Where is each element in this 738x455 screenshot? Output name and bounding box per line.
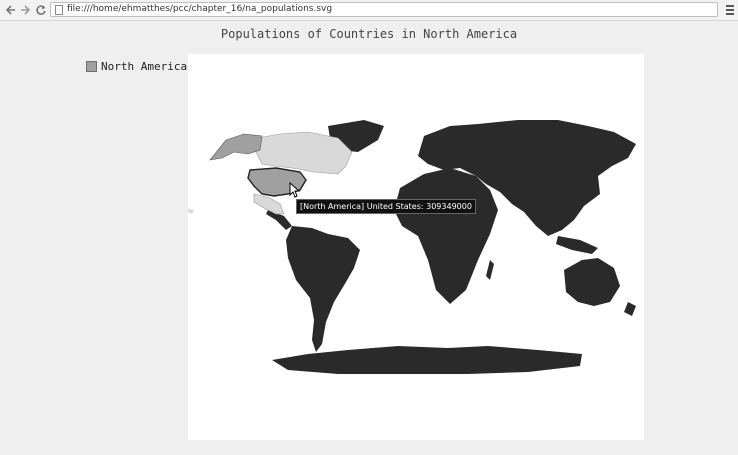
- map-mexico[interactable]: [253, 193, 285, 215]
- world-map: [188, 54, 644, 440]
- map-alaska[interactable]: [209, 133, 263, 161]
- map-new-zealand[interactable]: [624, 302, 636, 316]
- url-text: file:///home/ehmatthes/pcc/chapter_16/na…: [67, 4, 333, 14]
- world-map-svg: [188, 120, 636, 374]
- map-tooltip: [North America] United States: 309349000: [296, 199, 476, 214]
- arrow-right-icon: [21, 5, 31, 15]
- map-africa[interactable]: [394, 168, 498, 304]
- hamburger-menu-icon: [726, 5, 734, 7]
- page-icon: [55, 5, 63, 15]
- chart-title: Populations of Countries in North Americ…: [220, 27, 518, 41]
- browser-toolbar: file:///home/ehmatthes/pcc/chapter_16/na…: [0, 0, 738, 21]
- arrow-left-icon: [5, 5, 15, 15]
- mouse-cursor-icon: [289, 182, 301, 198]
- legend-label: North America: [101, 60, 188, 73]
- legend-swatch: [86, 61, 97, 72]
- map-na-island[interactable]: [188, 209, 194, 214]
- map-se-asia[interactable]: [556, 236, 598, 254]
- back-button[interactable]: [3, 3, 17, 17]
- map-madagascar[interactable]: [486, 260, 494, 280]
- reload-icon: [36, 5, 46, 15]
- forward-button[interactable]: [19, 3, 33, 17]
- legend[interactable]: North America: [86, 60, 187, 73]
- map-australia[interactable]: [564, 258, 620, 306]
- map-antarctica[interactable]: [272, 346, 582, 374]
- menu-button[interactable]: [725, 3, 735, 15]
- map-eurasia[interactable]: [418, 120, 636, 236]
- map-canada[interactable]: [255, 131, 353, 175]
- reload-button[interactable]: [34, 3, 48, 17]
- tooltip-series: [North America]: [300, 202, 365, 211]
- map-central-america[interactable]: [266, 210, 292, 230]
- map-south-america[interactable]: [286, 226, 360, 352]
- tooltip-text: United States: 309349000: [366, 202, 472, 211]
- address-bar[interactable]: file:///home/ehmatthes/pcc/chapter_16/na…: [50, 2, 718, 17]
